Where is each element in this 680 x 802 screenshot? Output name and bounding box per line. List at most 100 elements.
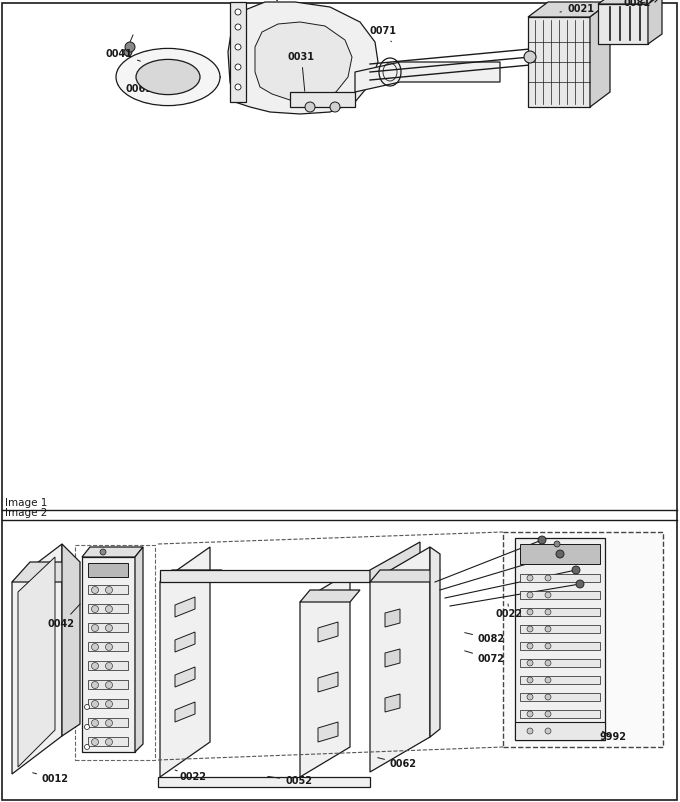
Circle shape [105,739,112,746]
Bar [88,585,128,594]
Bar [520,574,600,582]
Circle shape [305,102,315,112]
Polygon shape [18,557,55,767]
Circle shape [527,626,533,632]
Circle shape [105,643,112,650]
Bar [88,680,128,689]
Polygon shape [370,570,440,582]
Circle shape [105,662,112,670]
Polygon shape [82,557,135,752]
Circle shape [92,719,99,727]
Polygon shape [158,777,370,787]
Circle shape [545,728,551,734]
Text: 0041: 0041 [105,49,140,61]
Text: 0061: 0061 [125,80,152,94]
Polygon shape [590,2,610,107]
Ellipse shape [136,59,200,95]
Ellipse shape [116,48,220,106]
Circle shape [84,724,90,730]
Bar [520,693,600,701]
Polygon shape [290,92,355,107]
Text: 0012: 0012 [33,773,69,784]
Circle shape [92,606,99,613]
Polygon shape [318,622,338,642]
Bar [520,642,600,650]
Polygon shape [385,649,400,667]
Circle shape [235,9,241,15]
Circle shape [524,51,536,63]
Circle shape [105,625,112,631]
Text: 0062: 0062 [377,758,417,769]
Circle shape [235,64,241,70]
Text: 0071: 0071 [370,26,397,42]
Circle shape [92,625,99,631]
Text: 0022: 0022 [496,604,523,619]
Circle shape [105,606,112,613]
Polygon shape [160,547,210,777]
Circle shape [92,662,99,670]
Polygon shape [300,590,360,602]
Text: 0082: 0082 [464,633,505,644]
Polygon shape [598,0,662,4]
Circle shape [545,609,551,615]
Polygon shape [598,4,648,44]
Circle shape [105,719,112,727]
Text: 0081: 0081 [624,0,651,8]
Circle shape [527,694,533,700]
Polygon shape [300,572,350,777]
Bar [88,699,128,708]
Polygon shape [62,544,80,736]
Circle shape [235,44,241,50]
Circle shape [100,549,106,555]
Circle shape [92,739,99,746]
Bar [88,563,128,577]
Polygon shape [175,632,195,652]
Circle shape [125,42,135,52]
Text: 0031: 0031 [288,52,315,91]
Text: 0021: 0021 [560,4,594,14]
Circle shape [527,592,533,598]
Bar [515,722,605,740]
Bar [520,608,600,616]
Bar [88,718,128,727]
Circle shape [545,643,551,649]
Bar [520,659,600,667]
Polygon shape [370,547,430,772]
Circle shape [84,704,90,710]
Bar [503,532,663,747]
Circle shape [105,682,112,688]
Circle shape [554,541,560,547]
Circle shape [545,711,551,717]
Circle shape [330,102,340,112]
Bar [88,623,128,632]
Polygon shape [318,672,338,692]
Text: 0042: 0042 [48,604,80,629]
Polygon shape [175,597,195,617]
Circle shape [545,694,551,700]
Bar [88,642,128,651]
Circle shape [545,660,551,666]
Polygon shape [82,547,143,557]
Polygon shape [528,17,590,107]
Circle shape [545,626,551,632]
Polygon shape [648,0,662,44]
Text: 0072: 0072 [464,650,505,664]
Polygon shape [160,570,370,582]
Circle shape [235,84,241,90]
Circle shape [92,682,99,688]
Circle shape [527,575,533,581]
Polygon shape [430,547,440,737]
Polygon shape [12,544,62,774]
Circle shape [105,700,112,707]
Circle shape [545,677,551,683]
Circle shape [235,24,241,30]
Polygon shape [160,570,222,582]
Circle shape [527,728,533,734]
Text: 0052: 0052 [268,776,312,786]
Polygon shape [12,562,80,582]
Polygon shape [135,547,143,752]
Circle shape [545,575,551,581]
Polygon shape [385,609,400,627]
Circle shape [572,566,580,574]
Text: Image 1: Image 1 [5,498,48,508]
